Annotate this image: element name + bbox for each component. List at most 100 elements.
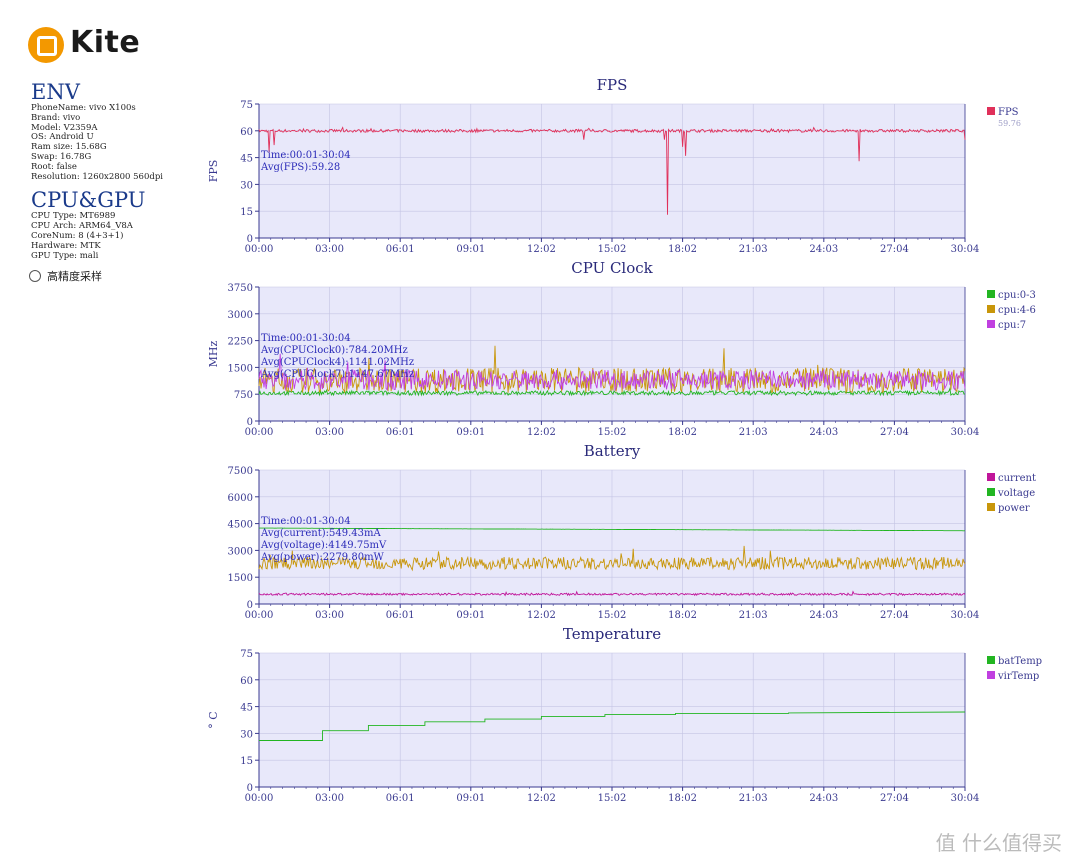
y-tick-label: 60	[240, 127, 253, 138]
legend-swatch	[987, 107, 995, 115]
series-line-cpu-4-6	[258, 345, 966, 395]
x-tick-label: 24:03	[809, 427, 838, 438]
legend-label: cpu:0-3	[998, 290, 1036, 301]
cpu-gpu-title: CPU&GPU	[31, 188, 146, 213]
y-tick-label: 4500	[228, 520, 253, 531]
series-line-cpu-0-3	[258, 386, 965, 397]
x-tick-label: 03:00	[315, 427, 344, 438]
x-tick-label: 24:03	[809, 244, 838, 255]
brand-name: Kite	[70, 25, 141, 60]
chart-battery: 00:00 03:00 06:01 09:01 12:02 15:02 18:02 21:03…	[228, 442, 1036, 621]
env-line: OS: Android U	[31, 132, 94, 143]
x-tick-label: 00:00	[245, 793, 274, 804]
chart-title: CPU Clock	[571, 259, 653, 277]
annotation-text: Avg(current):549.43mA	[260, 528, 381, 539]
env-line: Model: V2359A	[31, 122, 98, 133]
y-axis-label: FPS	[207, 160, 220, 183]
chart-title: FPS	[597, 76, 628, 94]
annotation-text: Time:00:01-30:04	[261, 333, 351, 344]
legend-label: voltage	[997, 488, 1035, 499]
x-tick-label: 00:00	[245, 427, 274, 438]
chart-fps: 00:00 03:00 06:01 09:01 12:02 15:02 18:02 21:03…	[207, 76, 1021, 255]
x-tick-label: 18:02	[668, 610, 697, 621]
legend-swatch	[987, 305, 995, 313]
x-tick-label: 09:01	[456, 610, 485, 621]
series-line-power	[258, 545, 966, 572]
watermark: 值 什么值得买	[935, 831, 1062, 855]
chart-title: Temperature	[563, 625, 661, 643]
x-tick-label: 03:00	[315, 244, 344, 255]
cpu-gpu-line: GPU Type: mali	[31, 250, 99, 261]
y-tick-label: 15	[240, 207, 253, 218]
annotation-text: Avg(power):2279.80mW	[260, 552, 385, 563]
x-tick-label: 12:02	[527, 793, 556, 804]
y-tick-label: 0	[247, 234, 253, 245]
x-tick-label: 18:02	[668, 427, 697, 438]
cpu-gpu-line: CoreNum: 8 (4+3+1)	[31, 230, 124, 241]
x-tick-label: 03:00	[315, 610, 344, 621]
x-tick-label: 09:01	[456, 244, 485, 255]
chart-temperature: 00:00 03:00 06:01 09:01 12:02 15:02 18:02 21:03…	[207, 625, 1042, 804]
env-line: Root: false	[31, 161, 77, 172]
x-tick-label: 15:02	[598, 427, 627, 438]
series-line-FPS	[258, 126, 966, 215]
x-tick-label: 12:02	[527, 610, 556, 621]
y-tick-label: 6000	[228, 493, 253, 504]
env-line: PhoneName: vivo X100s	[31, 103, 136, 113]
x-tick-label: 30:04	[951, 244, 980, 255]
x-tick-label: 03:00	[315, 793, 344, 804]
annotation-text: Avg(CPUClock4):1141.02MHz	[260, 357, 414, 368]
series-line-batTemp	[259, 711, 966, 741]
legend-label: virTemp	[997, 671, 1039, 682]
legend-label: cpu:7	[998, 320, 1026, 331]
legend-swatch	[987, 320, 995, 328]
legend-swatch	[987, 473, 995, 481]
cpu-gpu-line: CPU Type: MT6989	[31, 211, 116, 222]
high-precision-toggle[interactable]: 高精度采样	[29, 268, 102, 284]
chart-cpu-clock: 00:00 03:00 06:01 09:01 12:02 15:02 18:02 21:03…	[207, 259, 1036, 438]
env-line: Brand: vivo	[31, 112, 81, 123]
y-tick-label: 45	[240, 154, 253, 165]
legend-value: 59.76	[998, 119, 1021, 128]
y-tick-label: 30	[240, 180, 253, 191]
x-tick-label: 12:02	[527, 427, 556, 438]
x-tick-label: 21:03	[739, 244, 768, 255]
env-line: Resolution: 1260x2800 560dpi	[31, 171, 163, 182]
legend-swatch	[987, 656, 995, 664]
legend-swatch	[987, 503, 995, 511]
x-tick-label: 15:02	[598, 610, 627, 621]
y-tick-label: 45	[240, 703, 253, 714]
y-axis-label: MHz	[207, 340, 220, 367]
y-tick-label: 1500	[228, 363, 253, 374]
device-info-panel: ENV PhoneName: vivo X100s Brand: vivo Mo…	[31, 80, 221, 261]
x-tick-label: 09:01	[456, 427, 485, 438]
x-tick-label: 18:02	[668, 793, 697, 804]
x-tick-label: 06:01	[386, 793, 415, 804]
cpu-gpu-lines: CPU Type: MT6989 CPU Arch: ARM64_V8A Cor…	[31, 212, 221, 261]
x-tick-label: 24:03	[809, 793, 838, 804]
legend-swatch	[987, 488, 995, 496]
x-tick-label: 27:04	[880, 793, 909, 804]
x-tick-label: 27:04	[880, 427, 909, 438]
legend-swatch	[987, 290, 995, 298]
annotation-text: Avg(CPUClock7):1147.67MHz	[260, 369, 414, 380]
legend-label: cpu:4-6	[998, 305, 1036, 316]
x-tick-label: 15:02	[598, 793, 627, 804]
x-tick-label: 30:04	[951, 427, 980, 438]
x-tick-label: 15:02	[598, 244, 627, 255]
series-line-cpu-7	[258, 353, 966, 392]
annotation-text: Time:00:01-30:04	[261, 516, 351, 527]
radio-icon[interactable]	[29, 270, 41, 282]
series-line-voltage	[259, 527, 966, 532]
cpu-gpu-line: CPU Arch: ARM64_V8A	[31, 221, 133, 232]
x-tick-label: 12:02	[527, 244, 556, 255]
x-tick-label: 27:04	[880, 610, 909, 621]
y-tick-label: 7500	[228, 466, 253, 477]
env-title: ENV	[31, 80, 80, 104]
annotation-text: Avg(FPS):59.28	[260, 162, 340, 173]
high-precision-label: 高精度采样	[47, 270, 102, 283]
x-tick-label: 06:01	[386, 610, 415, 621]
y-tick-label: 75	[240, 649, 253, 660]
kite-logo: Kite	[28, 25, 141, 67]
y-tick-label: 60	[240, 676, 253, 687]
